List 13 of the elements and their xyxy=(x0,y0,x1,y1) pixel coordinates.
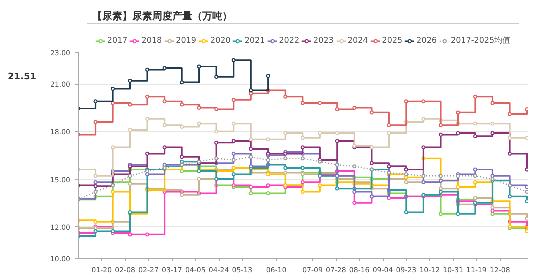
legend-label: 2017-2025均值 xyxy=(450,35,511,46)
legend-label: 2026 xyxy=(416,36,437,45)
legend-label: 2017 xyxy=(107,36,128,45)
legend-label: 2023 xyxy=(314,36,334,45)
legend-label: 2025 xyxy=(382,36,403,45)
legend-label: 2021 xyxy=(244,36,266,45)
chart-title: 【尿素】尿素周度产量（万吨） xyxy=(92,10,232,22)
legend-label: 2022 xyxy=(279,36,300,45)
legend-label: 2024 xyxy=(348,36,368,45)
legend-label: 2019 xyxy=(176,36,196,45)
legend-label: 2020 xyxy=(210,36,231,45)
text: 21.51 xyxy=(8,72,36,83)
legend-label: 2018 xyxy=(142,36,162,45)
